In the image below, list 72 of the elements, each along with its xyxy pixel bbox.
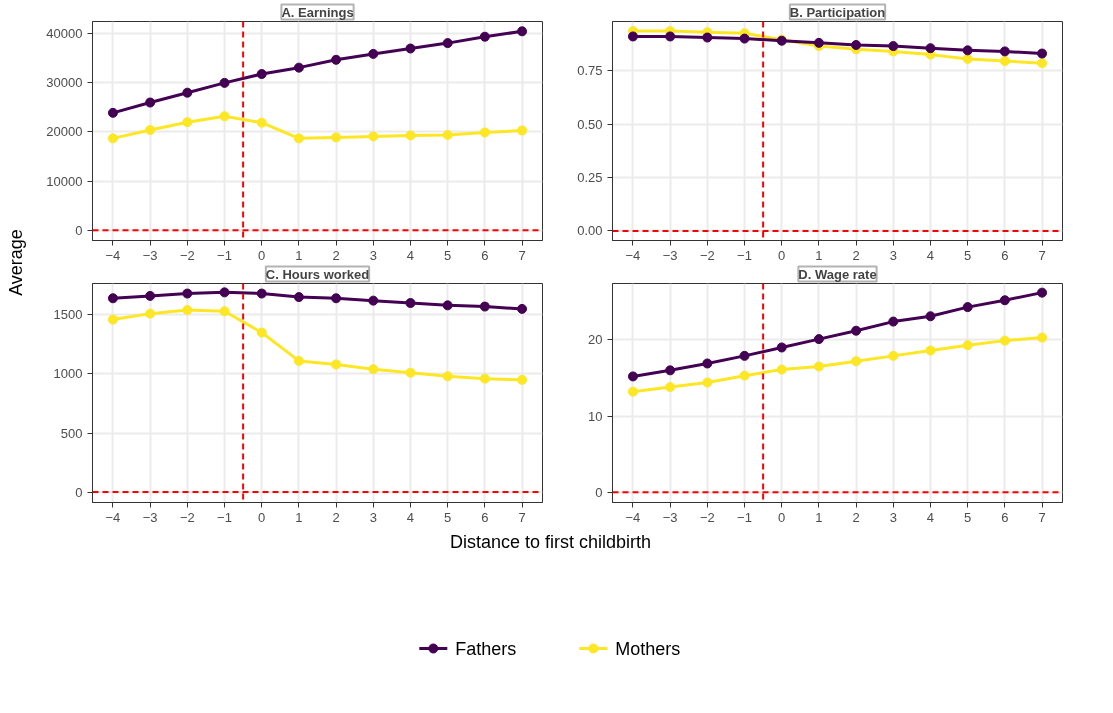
x-tick-label: 2 (332, 247, 340, 263)
x-tick-label: 1 (295, 247, 303, 263)
x-tick-label: 6 (1001, 247, 1009, 263)
x-tick-label: 0 (258, 247, 266, 263)
chart-title: A. Earnings (281, 4, 354, 20)
y-axis-title: Average (5, 229, 26, 296)
x-tick-label: 2 (332, 509, 340, 525)
x-tick-label: −1 (737, 247, 752, 263)
x-tick-label: 1 (815, 247, 823, 263)
x-tick-label: −4 (625, 509, 641, 525)
legend-label: Fathers (455, 638, 517, 659)
x-tick-label: 6 (481, 509, 489, 525)
x-tick-label: −2 (699, 247, 715, 263)
x-tick-label: −3 (142, 247, 158, 263)
x-tick-label: −3 (662, 509, 678, 525)
chart-title: C. Hours worked (265, 266, 370, 282)
x-tick-label: 3 (369, 247, 377, 263)
x-tick-label: 0 (778, 247, 786, 263)
x-tick-label: −2 (179, 247, 195, 263)
y-tick-label: 20000 (46, 124, 83, 140)
x-tick-label: −3 (142, 509, 158, 525)
x-tick-label: 4 (926, 247, 935, 263)
y-tick-label: 10 (588, 408, 603, 424)
y-tick-label: 0.25 (577, 169, 603, 185)
x-tick-label: 5 (444, 247, 452, 263)
x-tick-label: −4 (105, 247, 121, 263)
y-tick-label: 1500 (53, 307, 83, 323)
x-tick-label: 1 (295, 509, 303, 525)
x-tick-label: 5 (444, 509, 452, 525)
y-tick-label: 0.50 (577, 116, 603, 132)
x-tick-label: −2 (179, 509, 195, 525)
x-tick-label: 5 (964, 247, 972, 263)
chart-title: D. Wage rate (798, 266, 877, 282)
chart-title: B. Participation (789, 4, 886, 20)
x-tick-label: −3 (662, 247, 678, 263)
y-tick-label: 40000 (46, 26, 83, 42)
x-tick-label: 7 (1038, 509, 1046, 525)
x-tick-label: 0 (778, 509, 786, 525)
x-tick-label: 3 (369, 509, 377, 525)
x-tick-label: −4 (105, 509, 121, 525)
y-tick-label: 0.00 (577, 223, 603, 239)
x-tick-label: −4 (625, 247, 641, 263)
y-tick-label: 30000 (46, 75, 83, 91)
x-tick-label: 3 (889, 509, 897, 525)
x-tick-label: 4 (406, 247, 415, 263)
x-tick-label: 7 (1038, 247, 1046, 263)
y-tick-label: 0 (75, 222, 83, 238)
x-tick-label: 4 (926, 509, 935, 525)
x-tick-label: −2 (699, 509, 715, 525)
x-tick-label: −1 (217, 509, 232, 525)
x-tick-label: 6 (1001, 509, 1009, 525)
y-tick-label: 10000 (46, 173, 83, 189)
y-tick-label: 0 (595, 484, 603, 500)
y-tick-label: 0.75 (577, 63, 603, 79)
x-tick-label: 0 (258, 509, 266, 525)
x-tick-label: −1 (737, 509, 752, 525)
x-tick-label: 1 (815, 509, 823, 525)
y-tick-label: 500 (60, 425, 83, 441)
x-tick-label: 7 (518, 247, 526, 263)
x-tick-label: 7 (518, 509, 526, 525)
x-tick-label: 6 (481, 247, 489, 263)
x-tick-label: 4 (406, 509, 415, 525)
y-tick-label: 0 (75, 484, 83, 500)
x-tick-label: 5 (964, 509, 972, 525)
y-tick-label: 1000 (53, 366, 83, 382)
x-axis-title: Distance to first childbirth (449, 531, 652, 552)
legend-label: Mothers (615, 638, 681, 659)
x-tick-label: −1 (217, 247, 232, 263)
x-tick-label: 2 (852, 247, 860, 263)
y-tick-label: 20 (588, 332, 603, 348)
x-tick-label: 3 (889, 247, 897, 263)
x-tick-label: 2 (852, 509, 860, 525)
